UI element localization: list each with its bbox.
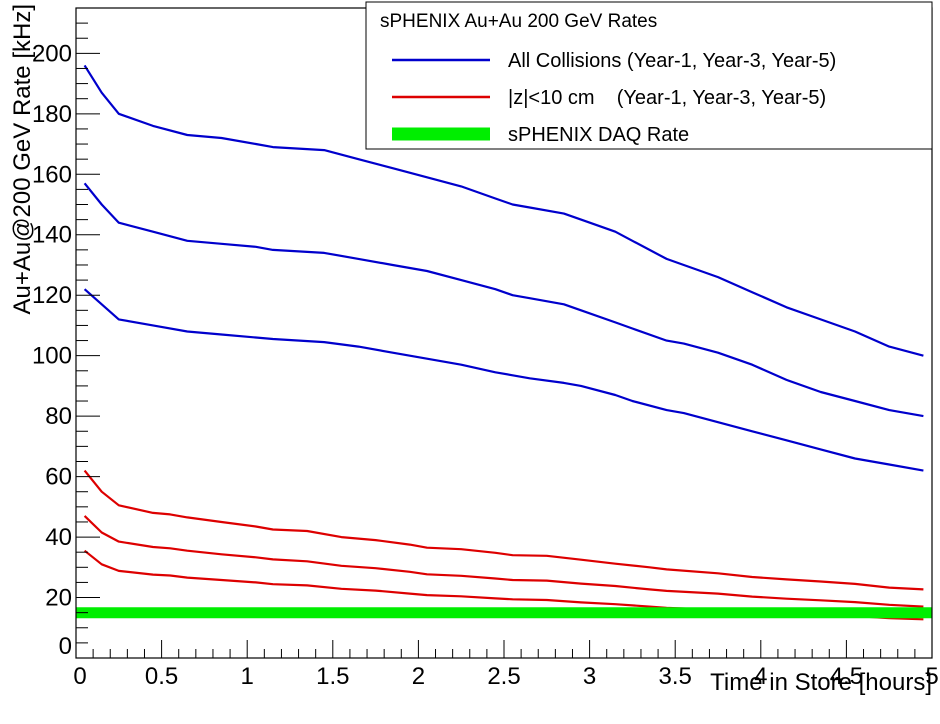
x-tick-label: 1.5 (316, 663, 349, 690)
legend-box (365, 1, 933, 150)
y-tick-label: 140 (32, 222, 72, 249)
legend-label-2: |z|<10 cm (Year-1, Year-3, Year-5) (508, 87, 826, 109)
x-tick-label: 3.5 (659, 663, 692, 690)
x-tick-label: 5 (925, 663, 938, 690)
y-tick-label: 20 (45, 585, 72, 612)
x-tick-label: 4.5 (830, 663, 863, 690)
series-line-1 (83, 64, 924, 357)
y-tick-label: 40 (45, 524, 72, 551)
series-line-2 (83, 182, 924, 418)
series-line-3 (83, 288, 924, 472)
y-tick-label: 100 (32, 343, 72, 370)
x-tick-label: 4 (754, 663, 767, 690)
y-tick-label: 120 (32, 282, 72, 309)
x-tick-label: 2.5 (487, 663, 520, 690)
x-axis-label: Time in Store [hours] (710, 669, 932, 696)
legend-entries: All Collisions (Year-1, Year-3, Year-5) |… (392, 50, 836, 146)
legend: sPHENIX Au+Au 200 GeV Rates All Collisio… (365, 1, 933, 150)
legend-label-3: sPHENIX DAQ Rate (508, 124, 689, 146)
x-tick-label: 0 (73, 663, 86, 690)
y-tick-label: 0 (59, 633, 72, 660)
legend-title: sPHENIX Au+Au 200 GeV Rates (380, 11, 657, 32)
axis-layer: 0 0.5 1 1.5 2 2.5 3 3.5 4 4.5 5 0 20 40 60 80 100 120 140 1… (32, 7, 939, 690)
x-tick-label: 3 (583, 663, 596, 690)
y-tick-label: 180 (32, 101, 72, 128)
y-tick-label: 160 (32, 161, 72, 188)
series-line-5 (83, 515, 924, 608)
y-tick-label: 60 (45, 464, 72, 491)
y-tick-label: 80 (45, 403, 72, 430)
series-layer (76, 64, 932, 621)
series-line-4 (83, 469, 924, 591)
y-axis-label: Au+Au@200 GeV Rate [kHz] (9, 4, 36, 315)
x-tick-label: 0.5 (145, 663, 178, 690)
y-tick-label: 200 (32, 40, 72, 67)
x-tick-label: 2 (412, 663, 425, 690)
x-tick-label: 1 (241, 663, 254, 690)
legend-label-1: All Collisions (Year-1, Year-3, Year-5) (508, 50, 836, 72)
